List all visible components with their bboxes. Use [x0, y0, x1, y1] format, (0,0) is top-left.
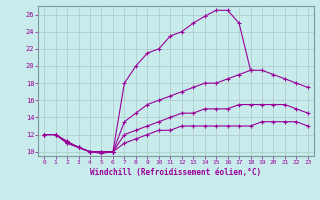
X-axis label: Windchill (Refroidissement éolien,°C): Windchill (Refroidissement éolien,°C)	[91, 168, 261, 177]
